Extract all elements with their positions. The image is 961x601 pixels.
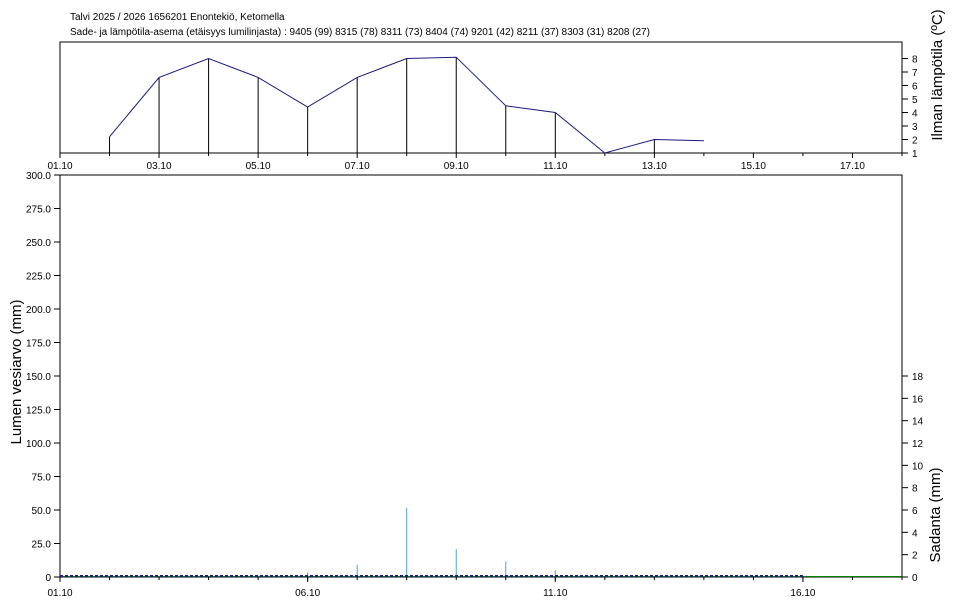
temperature-x-tick-label: 11.10 bbox=[543, 161, 568, 172]
snow-precipitation-chart: 01.10 06.10 11.10 16.10 0 25.0 50.0 75.0 100.0 1… bbox=[8, 171, 944, 599]
snow-y-tick-label: 225.0 bbox=[26, 272, 51, 283]
snow-y-tick-label: 250.0 bbox=[26, 238, 51, 249]
precipitation-y-tick-label: 10 bbox=[912, 461, 924, 472]
chart-subtitle: Sade- ja lämpötila-asema (etäisyys lumil… bbox=[70, 27, 650, 38]
snow-y-tick-label: 75.0 bbox=[32, 473, 52, 484]
precipitation-y-tick-label: 16 bbox=[912, 394, 924, 405]
snow-x-tick-label: 06.10 bbox=[295, 588, 320, 599]
temperature-chart: 01.10 03.10 05.10 07.10 09.10 11.10 13.10 15.10… bbox=[47, 9, 946, 172]
snow-axis-title: Lumen vesiarvo (mm) bbox=[8, 299, 25, 444]
precipitation-y-tick-label: 18 bbox=[912, 372, 924, 383]
temperature-x-tick-label: 15.10 bbox=[741, 161, 766, 172]
precipitation-y-tick-label: 0 bbox=[912, 573, 918, 584]
snow-y-tick-label: 300.0 bbox=[26, 171, 51, 182]
temperature-drop-lines bbox=[109, 57, 655, 153]
temperature-y-tick-label: 8 bbox=[912, 55, 918, 66]
snow-y-tick-label: 100.0 bbox=[26, 439, 51, 450]
temperature-y-tick-label: 1 bbox=[912, 149, 918, 160]
temperature-y-tick-label: 2 bbox=[912, 136, 918, 147]
snow-y-tick-label: 0 bbox=[45, 573, 51, 584]
temperature-x-tick-label: 05.10 bbox=[246, 161, 271, 172]
precipitation-y-axis-right: 0 2 4 6 8 10 12 14 16 18 bbox=[902, 372, 924, 584]
snow-y-tick-label: 125.0 bbox=[26, 406, 51, 417]
precipitation-y-tick-label: 12 bbox=[912, 439, 924, 450]
snow-y-tick-label: 50.0 bbox=[32, 506, 52, 517]
temperature-x-tick-label: 13.10 bbox=[642, 161, 667, 172]
temperature-y-tick-label: 5 bbox=[912, 95, 918, 106]
snow-y-tick-label: 25.0 bbox=[32, 540, 52, 551]
snow-y-tick-label: 150.0 bbox=[26, 372, 51, 383]
temperature-x-tick-label: 07.10 bbox=[345, 161, 370, 172]
snow-x-tick-label: 11.10 bbox=[543, 588, 568, 599]
temperature-x-tick-label: 17.10 bbox=[840, 161, 865, 172]
snow-y-tick-label: 200.0 bbox=[26, 305, 51, 316]
temperature-y-tick-label: 6 bbox=[912, 82, 918, 93]
precipitation-bars bbox=[307, 507, 556, 577]
temperature-x-tick-label: 09.10 bbox=[444, 161, 469, 172]
temperature-y-axis: 1 2 3 4 5 6 7 8 bbox=[902, 55, 918, 160]
temperature-y-tick-label: 7 bbox=[912, 68, 918, 79]
precipitation-y-tick-label: 8 bbox=[912, 484, 918, 495]
precipitation-axis-title: Sadanta (mm) bbox=[927, 467, 944, 562]
temperature-x-tick-label: 01.10 bbox=[47, 161, 72, 172]
temperature-x-tick-label: 03.10 bbox=[147, 161, 172, 172]
snow-y-axis-left: 0 25.0 50.0 75.0 100.0 125.0 150.0 175.0 200.0 22… bbox=[26, 171, 60, 584]
precipitation-y-tick-label: 4 bbox=[912, 528, 918, 539]
temperature-y-tick-label: 4 bbox=[912, 109, 918, 120]
precipitation-y-tick-label: 14 bbox=[912, 417, 924, 428]
temperature-plot-frame bbox=[59, 41, 903, 154]
snow-x-axis: 01.10 06.10 11.10 16.10 bbox=[47, 577, 903, 599]
temperature-axis-title: Ilman lämpötila (ºC) bbox=[929, 9, 946, 140]
snow-x-tick-label: 16.10 bbox=[790, 588, 815, 599]
precipitation-y-tick-label: 6 bbox=[912, 506, 918, 517]
temperature-y-tick-label: 3 bbox=[912, 122, 918, 133]
chart-title: Talvi 2025 / 2026 1656201 Enontekiö, Ket… bbox=[70, 12, 285, 23]
snow-y-tick-label: 175.0 bbox=[26, 339, 51, 350]
snow-x-tick-label: 01.10 bbox=[47, 588, 72, 599]
precipitation-y-tick-label: 2 bbox=[912, 551, 918, 562]
snow-y-tick-label: 275.0 bbox=[26, 205, 51, 216]
temperature-x-axis: 01.10 03.10 05.10 07.10 09.10 11.10 13.10 15.10… bbox=[47, 153, 903, 172]
